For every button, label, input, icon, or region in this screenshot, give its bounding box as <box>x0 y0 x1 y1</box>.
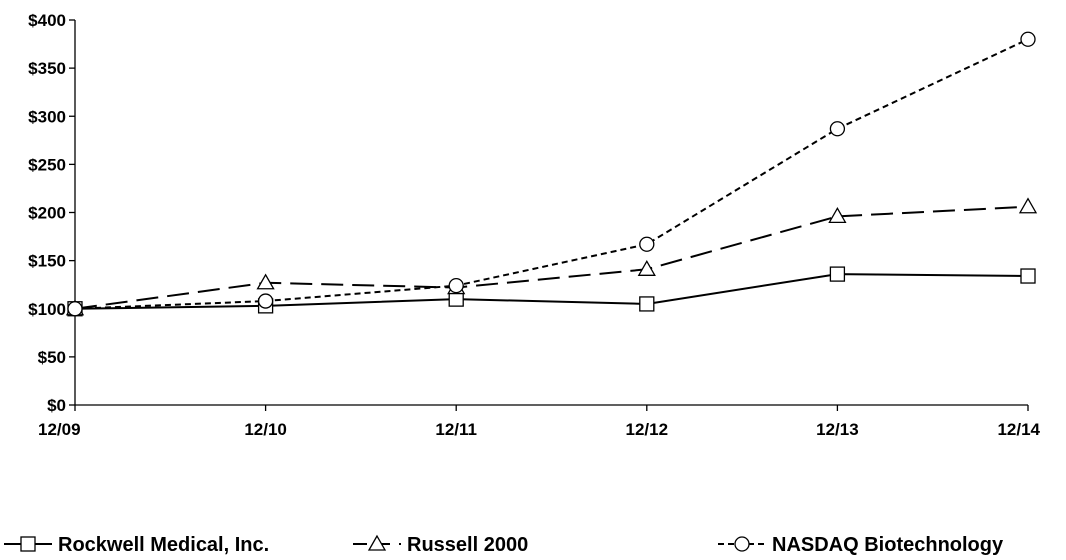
x-tick-label: 12/10 <box>244 420 287 439</box>
series-russell-2000 <box>65 197 1038 316</box>
y-tick-label: $150 <box>28 252 66 271</box>
legend-item-russell-2000: Russell 2000 <box>353 534 528 556</box>
triangle-point-russell-2000 <box>1018 197 1038 214</box>
series-line-rockwell-medical-inc <box>74 273 1029 310</box>
legend-square-icon <box>20 536 36 552</box>
square-point-rockwell-medical-inc <box>829 266 846 282</box>
y-tick-label: $250 <box>28 155 66 174</box>
square-point-rockwell-medical-inc <box>639 296 655 312</box>
y-tick-label: $350 <box>28 59 66 78</box>
y-tick-label: $400 <box>28 11 66 30</box>
circle-point-nasdaq-biotechnology <box>1020 31 1036 47</box>
series-line-nasdaq-biotechnology <box>74 38 1029 310</box>
series-line-russell-2000 <box>74 205 1029 310</box>
square-point-rockwell-medical-inc <box>1020 268 1036 284</box>
legend-item-rockwell-medical-inc: Rockwell Medical, Inc. <box>4 534 269 556</box>
circle-point-nasdaq-biotechnology <box>829 121 846 137</box>
y-tick-label: $100 <box>28 300 66 319</box>
circle-point-nasdaq-biotechnology <box>448 277 464 294</box>
series-layer <box>65 31 1038 317</box>
legend-label: Rockwell Medical, Inc. <box>58 534 269 556</box>
triangle-point-russell-2000 <box>637 259 656 276</box>
circle-point-nasdaq-biotechnology <box>257 293 274 309</box>
y-tick-label: $50 <box>38 348 66 367</box>
y-tick-label: $300 <box>28 107 66 126</box>
y-axis-ticks: $0 $50 $100 $150 $200 $250 $300 $350 $400 <box>28 11 75 415</box>
x-tick-label: 12/12 <box>626 420 669 439</box>
legend: Rockwell Medical, Inc. Russell 2000 NASDAQ… <box>4 534 1004 556</box>
legend-triangle-icon <box>367 534 387 551</box>
legend-label: Russell 2000 <box>407 534 528 556</box>
x-axis-ticks: 12/09 12/10 12/11 12/12 12/13 12/14 <box>38 405 1041 439</box>
x-tick-label: 12/11 <box>435 420 477 439</box>
x-tick-label: 12/13 <box>816 420 859 439</box>
circle-point-nasdaq-biotechnology <box>639 236 655 252</box>
series-nasdaq-biotechnology <box>67 31 1036 317</box>
triangle-point-russell-2000 <box>828 207 847 224</box>
y-tick-label: $0 <box>47 396 66 415</box>
circle-point-nasdaq-biotechnology <box>67 301 83 317</box>
legend-item-nasdaq-biotechnology: NASDAQ Biotechnology <box>718 534 1004 556</box>
legend-circle-icon <box>734 536 750 552</box>
x-tick-label: 12/14 <box>997 420 1040 439</box>
series-rockwell-medical-inc <box>67 266 1036 317</box>
x-tick-label: 12/09 <box>38 420 81 439</box>
y-tick-label: $200 <box>28 204 66 223</box>
triangle-point-russell-2000 <box>256 273 275 290</box>
legend-label: NASDAQ Biotechnology <box>772 534 1004 556</box>
axes <box>74 20 1028 406</box>
